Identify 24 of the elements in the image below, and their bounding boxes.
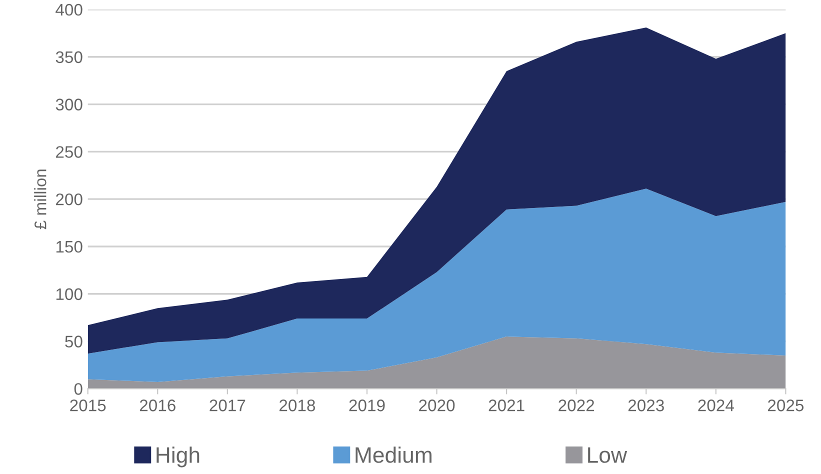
- y-tick-label: 50: [65, 336, 82, 348]
- x-tick-label: 2015: [70, 400, 106, 412]
- x-tick-label: 2016: [140, 400, 176, 412]
- y-tick-label: 100: [56, 288, 82, 300]
- y-tick-label: 300: [56, 98, 82, 110]
- x-tick-label: 2023: [628, 400, 664, 412]
- y-tick-label: 0: [74, 383, 82, 395]
- x-tick-label: 2017: [210, 400, 246, 412]
- y-tick-label: 400: [56, 4, 82, 16]
- y-tick-label: 350: [56, 51, 82, 64]
- y-axis-title: £ million: [34, 170, 46, 230]
- x-tick-label: 2025: [768, 400, 804, 412]
- x-tick-label: 2020: [419, 400, 455, 412]
- x-tick-label: 2021: [488, 400, 524, 412]
- legend-label: High: [156, 446, 200, 468]
- x-tick-label: 2019: [349, 400, 385, 412]
- y-tick-label: 200: [56, 193, 82, 206]
- y-tick-label: 250: [56, 146, 82, 158]
- legend-label: Medium: [356, 446, 432, 463]
- x-tick-label: 2024: [698, 400, 734, 412]
- y-tick-label: 150: [56, 240, 82, 253]
- legend-label: Low: [588, 447, 628, 463]
- x-tick-label: 2018: [280, 400, 316, 412]
- x-tick-label: 2022: [558, 400, 594, 412]
